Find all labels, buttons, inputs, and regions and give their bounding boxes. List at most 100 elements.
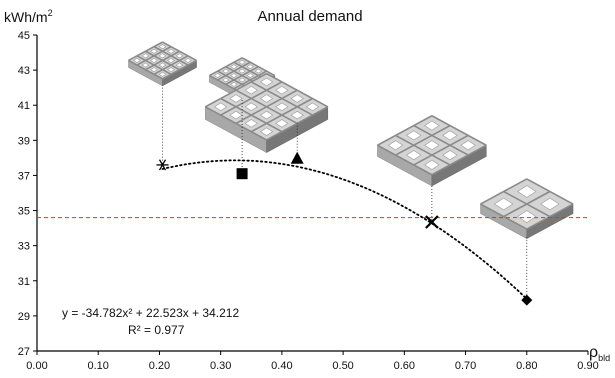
y-tick-label: 27 xyxy=(18,346,30,358)
block-grid-line xyxy=(395,124,451,156)
y-tick-label: 43 xyxy=(18,65,30,77)
block-courtyard xyxy=(238,59,246,65)
block-courtyard xyxy=(150,67,158,73)
block-grid-line xyxy=(526,203,574,230)
block-grid-line xyxy=(241,57,276,77)
block-courtyard xyxy=(275,102,289,112)
axes: 27 29 31 33 35 37 39 41 43 45 0.00 0.10 0.20 0.30 0.40… xyxy=(18,30,599,372)
y-tick-label: 41 xyxy=(18,100,30,112)
block-courtyard xyxy=(275,85,289,95)
block-grid-line xyxy=(250,81,313,116)
y-tick-label: 39 xyxy=(18,135,30,147)
block-courtyard xyxy=(158,44,167,50)
block-courtyard xyxy=(517,210,537,223)
block-courtyard xyxy=(540,197,560,211)
block-grid-line xyxy=(235,89,298,125)
block-courtyard xyxy=(214,102,228,112)
block-courtyard xyxy=(221,77,230,83)
block-courtyard xyxy=(246,73,255,78)
block-courtyard xyxy=(230,73,238,78)
leader-lines xyxy=(162,87,528,301)
block-courtyard xyxy=(230,64,238,70)
y-tick-label: 29 xyxy=(18,311,30,323)
y-tick-label: 33 xyxy=(18,241,30,253)
block-grid-line xyxy=(395,134,451,166)
block-courtyard xyxy=(167,57,175,63)
block-courtyard xyxy=(254,68,263,74)
block-courtyard xyxy=(221,68,230,74)
x-tick-label: 0.30 xyxy=(210,360,231,372)
block-grid-line xyxy=(266,72,329,108)
trend-equation: y = -34.782x² + 22.523x + 34.212 xyxy=(62,306,239,320)
block-courtyard xyxy=(167,67,175,73)
block-courtyard xyxy=(517,185,537,198)
r-squared: R² = 0.977 xyxy=(128,323,185,337)
y-tick-label: 37 xyxy=(18,170,30,182)
block-courtyard xyxy=(259,77,274,87)
block-courtyard xyxy=(442,130,458,141)
block-courtyard xyxy=(244,102,258,112)
block-courtyard xyxy=(238,68,246,74)
block-courtyard xyxy=(141,62,150,68)
x-tick-label: 0.00 xyxy=(26,360,47,372)
block-grid-line xyxy=(204,106,267,141)
block-courtyard xyxy=(460,140,476,151)
block-grid-line xyxy=(233,70,267,90)
block-grid-line xyxy=(162,41,197,62)
block-grid-line xyxy=(225,65,259,86)
block-courtyard xyxy=(175,62,184,68)
block-courtyard xyxy=(158,71,167,77)
block-grid-line xyxy=(153,45,189,66)
x-tick-label: 0.50 xyxy=(332,360,353,372)
x-axis-label: ρbld xyxy=(589,344,610,363)
block-courtyard xyxy=(158,62,167,68)
block-courtyard xyxy=(244,119,258,128)
x-tick-label: 0.10 xyxy=(88,360,109,372)
block-courtyard xyxy=(246,64,255,70)
block-courtyard xyxy=(275,119,289,128)
block-courtyard xyxy=(259,110,274,120)
block-courtyard xyxy=(259,94,274,103)
block-grid-line xyxy=(153,55,189,75)
x-stroke xyxy=(425,215,439,229)
block-courtyard xyxy=(406,130,422,141)
data-point-5-diamond xyxy=(521,294,533,306)
x-tick-label: 0.20 xyxy=(149,360,170,372)
block-courtyard xyxy=(424,120,440,131)
y-tick-label: 31 xyxy=(18,276,30,288)
block-courtyard xyxy=(442,150,458,161)
block-courtyard xyxy=(141,53,150,59)
x-axis-label-subscript: bld xyxy=(598,353,610,363)
block-courtyard xyxy=(238,77,246,83)
block-courtyard xyxy=(259,127,274,136)
block-courtyard xyxy=(184,57,192,63)
chart-title: Annual demand xyxy=(257,8,362,25)
data-points xyxy=(156,151,533,306)
x-tick-label: 0.40 xyxy=(271,360,292,372)
block-courtyard xyxy=(150,48,158,54)
block-grid-line xyxy=(250,97,313,133)
block-courtyard xyxy=(290,94,304,103)
x-tick-label: 0.60 xyxy=(394,360,415,372)
y-axis-label-main: kWh/m xyxy=(4,9,48,25)
block-courtyard xyxy=(424,159,440,170)
block-courtyard xyxy=(167,48,175,54)
block-grid-line xyxy=(377,144,433,176)
block-courtyard xyxy=(229,94,243,103)
block-grid-line xyxy=(480,178,528,205)
block-grid-line xyxy=(431,115,487,146)
block-courtyard xyxy=(424,140,440,151)
block-courtyard xyxy=(230,81,238,87)
block-courtyard xyxy=(406,150,422,161)
block-model-5-icon xyxy=(479,178,574,240)
block-model-4-icon xyxy=(376,115,487,187)
block-grid-line xyxy=(162,59,197,80)
block-grid-line xyxy=(431,144,487,176)
building-thumbnails xyxy=(127,41,574,240)
data-point-1-asterisk xyxy=(156,159,169,171)
y-tick-label: 45 xyxy=(18,30,30,42)
y-tick-label: 35 xyxy=(18,206,30,218)
block-courtyard xyxy=(158,53,167,59)
block-grid-line xyxy=(480,203,528,230)
block-courtyard xyxy=(305,102,320,112)
